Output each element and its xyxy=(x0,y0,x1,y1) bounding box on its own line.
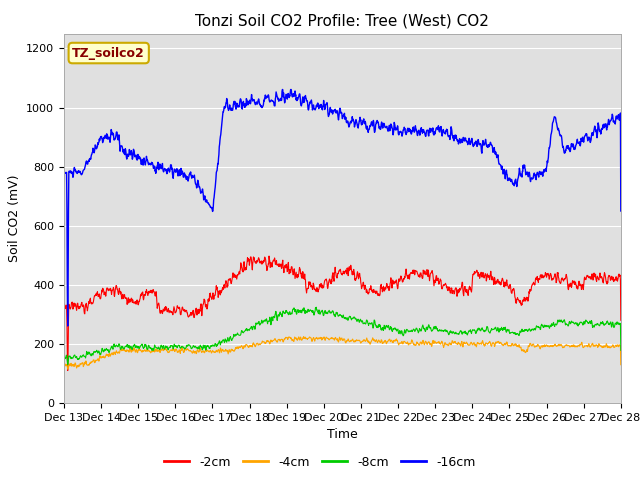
Text: TZ_soilco2: TZ_soilco2 xyxy=(72,47,145,60)
Y-axis label: Soil CO2 (mV): Soil CO2 (mV) xyxy=(8,175,20,262)
X-axis label: Time: Time xyxy=(327,429,358,442)
Legend: -2cm, -4cm, -8cm, -16cm: -2cm, -4cm, -8cm, -16cm xyxy=(159,451,481,474)
Title: Tonzi Soil CO2 Profile: Tree (West) CO2: Tonzi Soil CO2 Profile: Tree (West) CO2 xyxy=(195,13,490,28)
